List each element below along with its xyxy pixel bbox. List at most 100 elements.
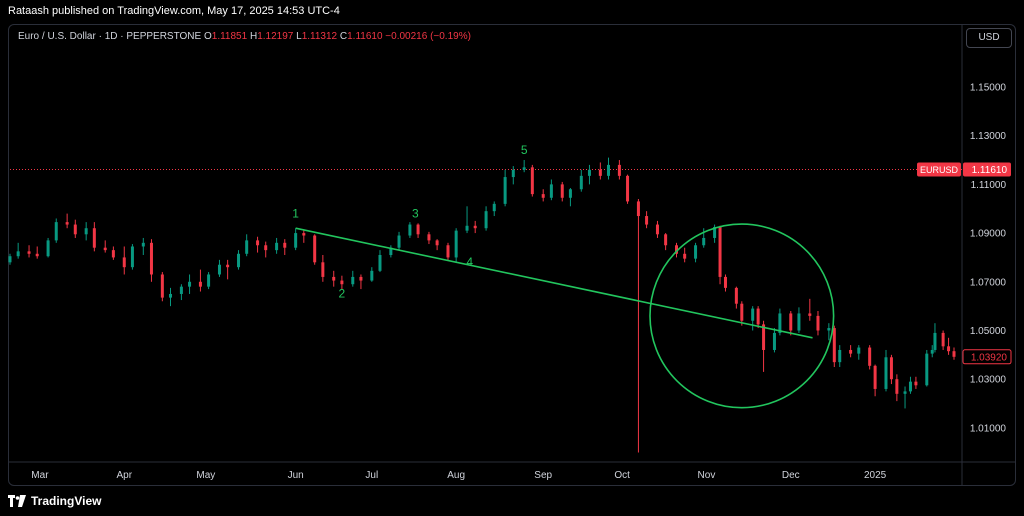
candle-body [340, 280, 344, 285]
candle-body [294, 233, 298, 248]
y-tick-label: 1.03000 [970, 375, 1007, 386]
x-tick-label: Apr [116, 470, 132, 481]
publish-header: Rataash published on TradingView.com, Ma… [0, 0, 1024, 24]
low-label: L [296, 31, 302, 42]
change-value: −0.00216 (−0.19%) [385, 31, 471, 42]
candle-body [27, 251, 31, 254]
candle-body [351, 276, 355, 285]
candle-body [207, 274, 211, 287]
x-tick-label: May [196, 470, 215, 481]
y-tick-label: 1.11000 [971, 180, 1007, 191]
candle-body [636, 201, 640, 217]
y-tick-label: 1.07000 [970, 277, 1007, 288]
chart-panel[interactable] [8, 24, 1016, 486]
candle-body [416, 224, 420, 235]
symbol-legend[interactable]: Euro / U.S. Dollar · 1D · PEPPERSTONE O1… [18, 31, 471, 42]
candle-body [484, 211, 488, 229]
candle-body [264, 245, 268, 251]
candle-body [952, 351, 956, 357]
candle-body [751, 308, 755, 321]
x-tick-label: Jun [288, 470, 304, 481]
x-tick-label: Mar [31, 470, 49, 481]
candle-body [46, 240, 50, 257]
candle-body [313, 235, 317, 263]
candle-body [772, 332, 776, 350]
candle-body [511, 169, 515, 178]
candle-body [884, 357, 888, 389]
candle-body [740, 303, 744, 321]
x-tick-label: Jul [365, 470, 378, 481]
candle-body [857, 347, 861, 354]
candle-body [397, 235, 401, 248]
candle-body [868, 347, 872, 366]
candle-body [568, 189, 572, 198]
candle-body [827, 328, 831, 331]
candle-body [579, 175, 583, 190]
candle-body [816, 315, 820, 331]
candle-body [103, 247, 107, 251]
candle-body [933, 332, 937, 350]
high-value: 1.12197 [257, 31, 294, 42]
candle-body [198, 281, 202, 287]
candle-body [808, 313, 812, 316]
candle-body [947, 346, 951, 352]
x-tick-label: Sep [534, 470, 552, 481]
candle-body [587, 169, 591, 176]
candle-body [321, 262, 325, 277]
candle-body [237, 253, 241, 268]
candle-body [283, 242, 287, 248]
candle-body [617, 164, 621, 176]
candle-body [925, 353, 929, 386]
symbol-tag: EURUSD [920, 165, 959, 175]
candle-body [683, 253, 687, 259]
candle-body [664, 234, 668, 246]
candle-body [359, 276, 363, 281]
candle-body [179, 286, 183, 294]
wave-label: 2 [339, 287, 346, 301]
open-label: O [203, 31, 212, 42]
candle-body [130, 246, 134, 268]
candle-body [92, 228, 96, 248]
low-value: 1.11312 [301, 31, 338, 42]
y-tick-label: 1.13000 [970, 131, 1007, 142]
candle-body [84, 228, 88, 235]
candle-body [930, 349, 934, 354]
published-info: Rataash published on TradingView.com, Ma… [8, 5, 340, 17]
currency-button[interactable]: USD [966, 28, 1012, 48]
candle-body [16, 251, 20, 257]
y-tick-label: 1.09000 [970, 229, 1007, 240]
candle-body [160, 274, 164, 298]
highlight-circle [649, 223, 835, 409]
wave-label: 3 [412, 206, 419, 220]
candle-body [141, 242, 145, 247]
candle-body [941, 332, 945, 347]
current-price-tag: 1.03920 [971, 352, 1008, 363]
tradingview-brand: TradingView [31, 494, 102, 508]
candle-body [427, 234, 431, 241]
candle-body [149, 242, 153, 275]
candle-body [889, 357, 893, 380]
candle-body [541, 194, 545, 198]
y-tick-label: 1.15000 [970, 82, 1007, 93]
candle-body [713, 226, 717, 238]
candle-body [908, 381, 912, 392]
candle-body [217, 264, 221, 275]
x-tick-label: Nov [698, 470, 716, 481]
close-label: C [339, 31, 348, 42]
wave-label: 5 [521, 143, 528, 157]
candle-body [169, 293, 173, 298]
candle-body [302, 233, 306, 236]
candle-body [702, 237, 706, 246]
current-price-tag-bg [962, 349, 1012, 365]
candle-body [446, 245, 450, 258]
candle-body [718, 226, 722, 277]
candle-body [675, 245, 679, 254]
candle-body [408, 224, 412, 236]
candle-body [655, 224, 659, 235]
candle-body [275, 242, 279, 251]
candle-body [435, 240, 439, 246]
candle-body [873, 365, 877, 389]
symbol-tag-bg [917, 162, 961, 177]
tradingview-logo[interactable]: TradingView [8, 492, 101, 510]
